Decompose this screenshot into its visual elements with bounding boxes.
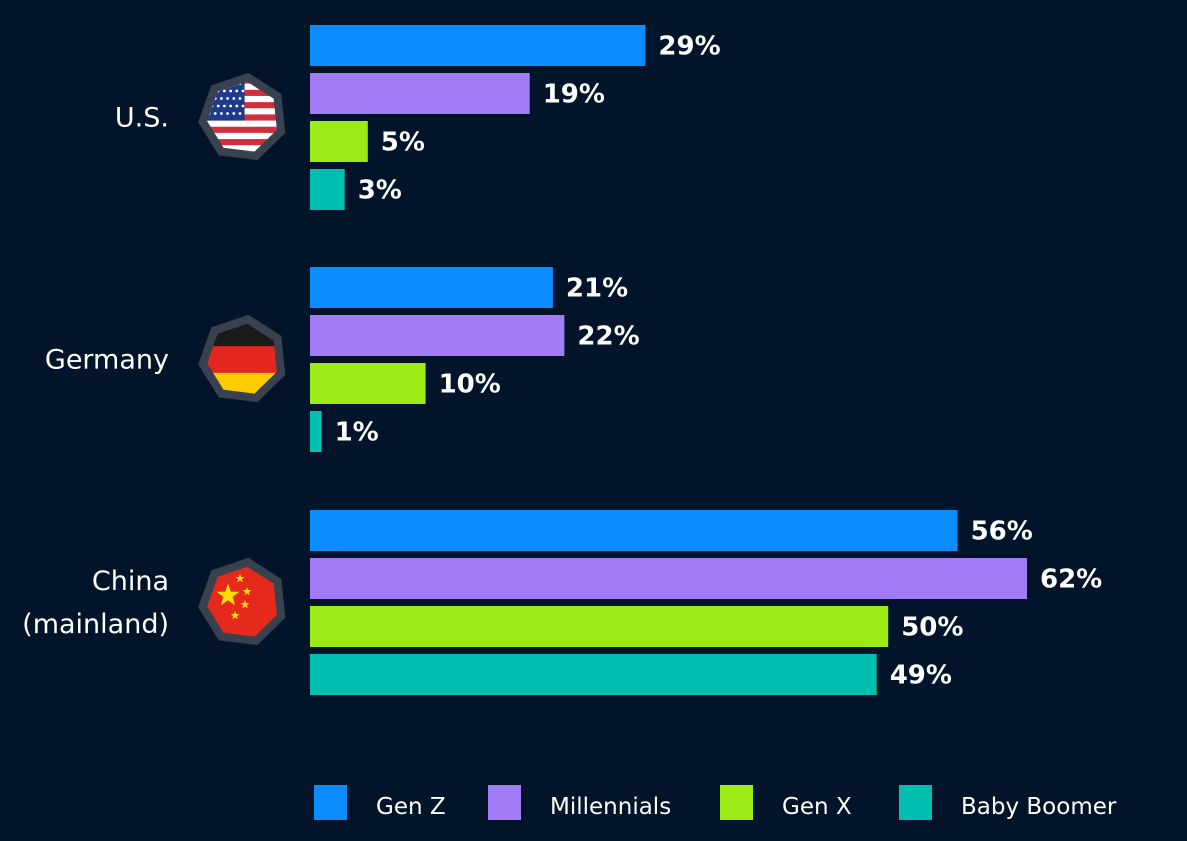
legend-swatch-gen-z: [314, 785, 347, 820]
value-label-u-s-baby-boomer: 3%: [358, 176, 402, 206]
bar-germany-baby-boomer: [310, 411, 322, 452]
category-label-china-mainland-line-2: (mainland): [22, 609, 169, 640]
bar-germany-gen-x: [310, 363, 426, 404]
bar-u-s-gen-x: [310, 121, 368, 162]
category-labels-layer: U.S. Germany China (mainland): [22, 103, 169, 641]
legend-label-millennials: Millennials: [550, 794, 671, 820]
legend-label-gen-z: Gen Z: [376, 794, 446, 820]
value-label-u-s-gen-x: 5%: [381, 128, 425, 158]
value-label-china-mainland-gen-x: 50%: [901, 613, 963, 643]
value-label-china-mainland-millennials: 62%: [1040, 565, 1102, 595]
value-label-germany-gen-z: 21%: [566, 274, 628, 304]
value-label-u-s-gen-z: 29%: [658, 32, 720, 62]
bar-china-mainland-gen-x: [310, 606, 889, 647]
bars-layer: [310, 25, 1027, 695]
china-flag-icon: [198, 557, 286, 646]
category-label-china-mainland-line-1: China: [92, 566, 169, 597]
value-labels-layer: 29% 19% 5% 3% 21% 22% 10% 1% 56%62% 50% 49%: [335, 32, 1103, 691]
bar-u-s-baby-boomer: [310, 169, 345, 210]
legend-swatch-gen-x: [720, 785, 753, 820]
bar-u-s-gen-z: [310, 25, 646, 66]
category-label-u-s: U.S.: [115, 103, 169, 134]
germany-flag-icon: [198, 314, 286, 403]
value-label-germany-baby-boomer: 1%: [335, 418, 379, 448]
legend-swatch-baby-boomer: [899, 785, 932, 820]
legend-label-gen-x: Gen X: [782, 794, 852, 820]
bar-u-s-millennials: [310, 73, 530, 114]
us-flag-icon: [198, 72, 286, 161]
category-label-germany: Germany: [45, 345, 169, 376]
value-label-germany-gen-x: 10%: [439, 370, 501, 400]
legend-swatch-millennials: [488, 785, 521, 820]
bar-germany-gen-z: [310, 267, 553, 308]
value-label-germany-millennials: 22%: [577, 322, 639, 352]
bar-china-mainland-millennials: [310, 558, 1027, 599]
legend-label-baby-boomer: Baby Boomer: [961, 794, 1117, 820]
value-label-china-mainland-baby-boomer: 49%: [890, 661, 952, 691]
bar-china-mainland-baby-boomer: [310, 654, 877, 695]
bar-germany-millennials: [310, 315, 565, 356]
flags-layer: [198, 72, 286, 646]
bar-china-mainland-gen-z: [310, 510, 958, 551]
value-label-u-s-millennials: 19%: [543, 80, 605, 110]
value-label-china-mainland-gen-z: 56%: [971, 517, 1033, 547]
legend: Gen Z Millennials Gen X Baby Boomer: [314, 785, 1117, 820]
